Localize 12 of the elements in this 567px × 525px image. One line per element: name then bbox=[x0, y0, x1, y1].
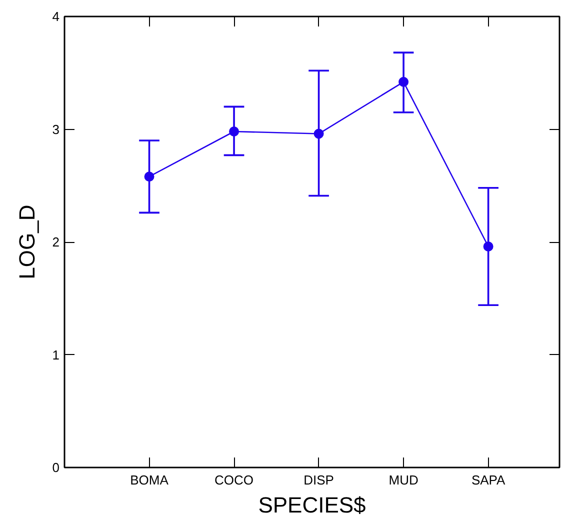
y-tick-label: 0 bbox=[52, 460, 60, 475]
y-tick-label: 3 bbox=[52, 122, 60, 137]
y-tick-label: 4 bbox=[52, 9, 60, 24]
y-tick-label: 1 bbox=[52, 347, 60, 362]
x-tick-label: MUD bbox=[388, 472, 418, 488]
y-tick-label: 2 bbox=[52, 234, 60, 250]
x-tick-label: DISP bbox=[304, 472, 334, 488]
y-axis-title: LOG_D bbox=[14, 204, 40, 280]
x-axis-title: SPECIES$ bbox=[258, 492, 366, 518]
x-tick-label: COCO bbox=[214, 472, 254, 488]
x-tick-label: BOMA bbox=[130, 472, 169, 488]
x-tick-label: SAPA bbox=[471, 472, 506, 488]
